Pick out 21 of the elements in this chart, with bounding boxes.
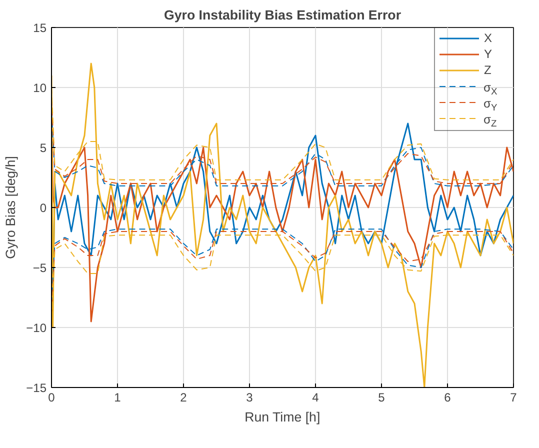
x-tick-label: 4 [312, 390, 320, 404]
y-tick-label: 5 [40, 141, 47, 155]
x-tick-label: 2 [180, 390, 188, 404]
x-tick-label: 6 [444, 390, 452, 404]
y-tick-label: 10 [33, 81, 47, 95]
legend-label: Y [484, 46, 494, 62]
x-tick-label: 7 [510, 390, 518, 404]
x-tick-label: 5 [378, 390, 386, 404]
x-tick-label: 1 [114, 390, 122, 404]
legend-label: X [484, 30, 494, 46]
chart-title: Gyro Instability Bias Estimation Error [164, 8, 402, 22]
y-tick-label: 0 [40, 201, 47, 215]
y-axis-title: Gyro Bias [deg/h] [3, 156, 18, 259]
legend-label: Z [484, 62, 492, 78]
y-tick-label: −10 [26, 321, 47, 335]
x-tick-label: 3 [246, 390, 254, 404]
y-tick-label: −15 [26, 381, 47, 395]
x-axis-title: Run Time [h] [244, 410, 320, 424]
x-tick-label: 0 [48, 390, 56, 404]
y-tick-label: −5 [32, 261, 47, 275]
y-tick-label: 15 [33, 21, 47, 35]
